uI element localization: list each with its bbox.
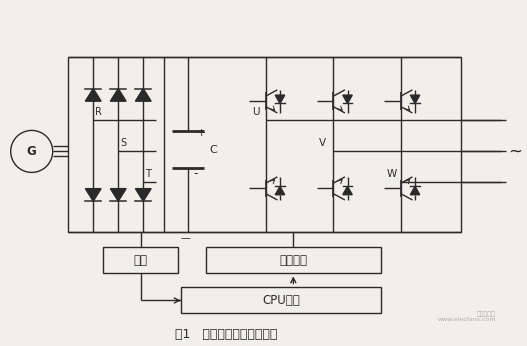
Polygon shape bbox=[110, 189, 126, 201]
Circle shape bbox=[11, 130, 53, 172]
Text: ~: ~ bbox=[509, 143, 522, 161]
Text: G: G bbox=[27, 145, 36, 158]
Polygon shape bbox=[110, 89, 126, 101]
Polygon shape bbox=[343, 95, 352, 103]
Text: U: U bbox=[252, 107, 259, 117]
Polygon shape bbox=[411, 95, 420, 103]
Text: 图1   交一直一交变频器框图: 图1 交一直一交变频器框图 bbox=[174, 328, 277, 342]
Polygon shape bbox=[85, 89, 101, 101]
Text: -: - bbox=[193, 167, 198, 180]
Bar bbox=[181, 288, 381, 313]
Bar bbox=[206, 247, 381, 273]
Polygon shape bbox=[85, 189, 101, 201]
Text: 保护: 保护 bbox=[134, 254, 148, 267]
Text: 隔离驱动: 隔离驱动 bbox=[279, 254, 307, 267]
Text: +: + bbox=[197, 128, 206, 138]
Polygon shape bbox=[275, 95, 285, 103]
Polygon shape bbox=[343, 186, 352, 195]
Bar bbox=[103, 247, 178, 273]
Polygon shape bbox=[135, 89, 151, 101]
Bar bbox=[68, 57, 461, 233]
Text: R: R bbox=[95, 107, 102, 117]
Polygon shape bbox=[275, 186, 285, 195]
Text: S: S bbox=[120, 138, 126, 148]
Text: V: V bbox=[319, 138, 326, 148]
Text: W: W bbox=[387, 170, 397, 180]
Polygon shape bbox=[411, 186, 420, 195]
Text: —: — bbox=[181, 234, 191, 244]
Text: CPU控制: CPU控制 bbox=[262, 294, 300, 307]
Polygon shape bbox=[135, 189, 151, 201]
Text: T: T bbox=[145, 170, 151, 180]
Text: C: C bbox=[209, 145, 217, 155]
Text: 电子发烧友
www.elecfans.com: 电子发烧友 www.elecfans.com bbox=[437, 311, 496, 322]
